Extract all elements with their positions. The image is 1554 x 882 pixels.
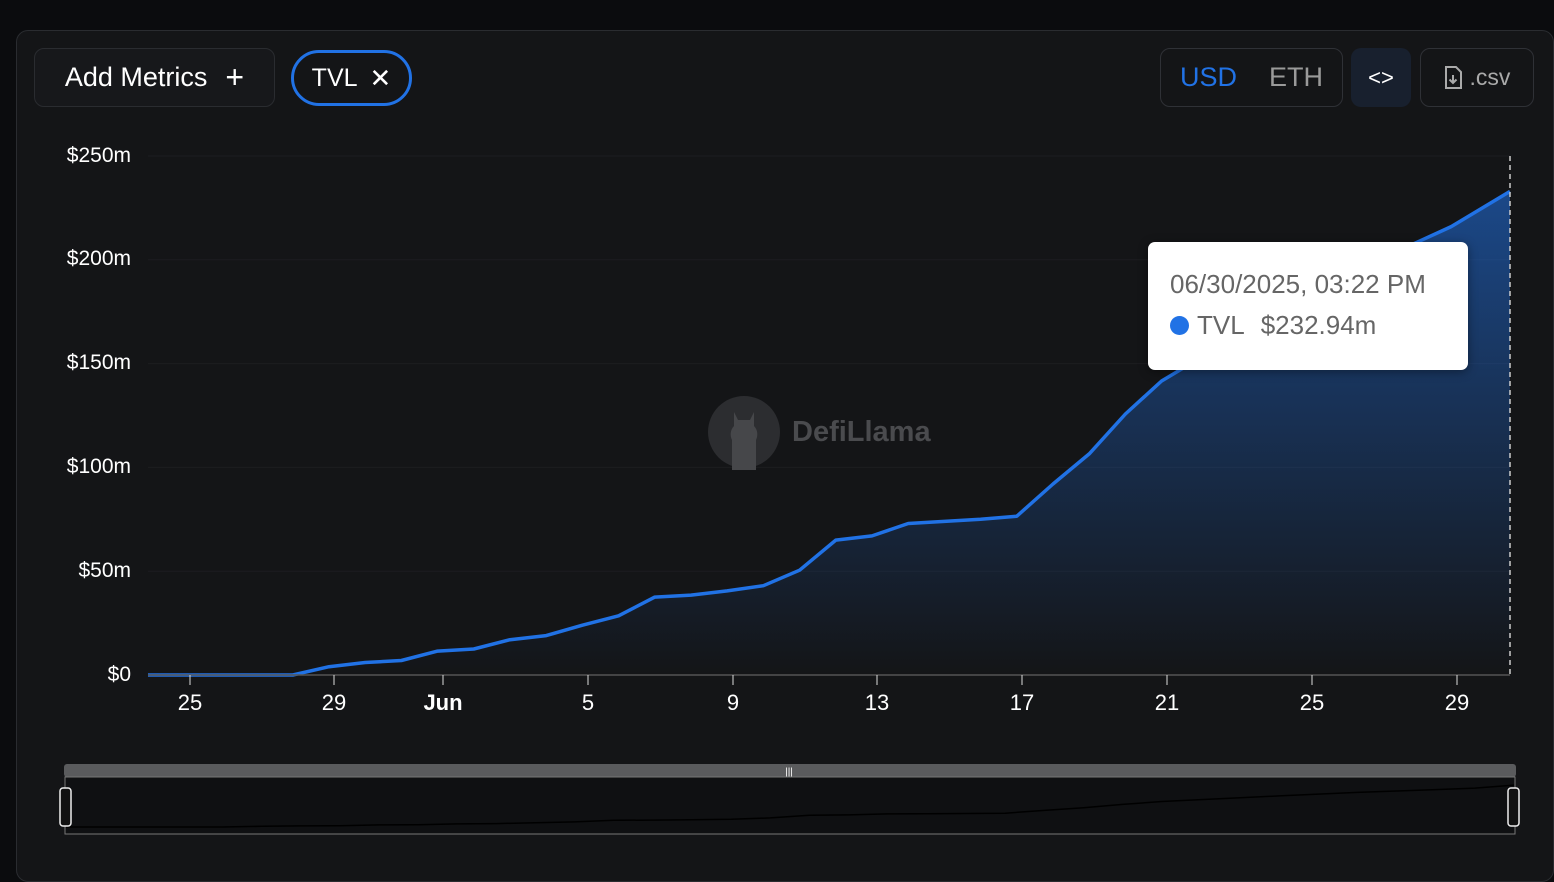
watermark-text: DefiLlama [792, 416, 931, 449]
drag-grip-icon: ||| [785, 767, 793, 778]
tooltip-series: TVL [1197, 310, 1245, 341]
chart-tooltip: 06/30/2025, 03:22 PM TVL $232.94m [1148, 242, 1468, 370]
defillama-watermark: DefiLlama [708, 392, 931, 472]
llama-logo-icon [708, 392, 780, 472]
tooltip-value: $232.94m [1261, 310, 1377, 341]
range-slider-right-handle[interactable] [1508, 788, 1519, 826]
range-slider-left-handle[interactable] [60, 788, 71, 826]
series-dot-icon [1170, 316, 1189, 335]
tooltip-date: 06/30/2025, 03:22 PM [1170, 269, 1468, 300]
